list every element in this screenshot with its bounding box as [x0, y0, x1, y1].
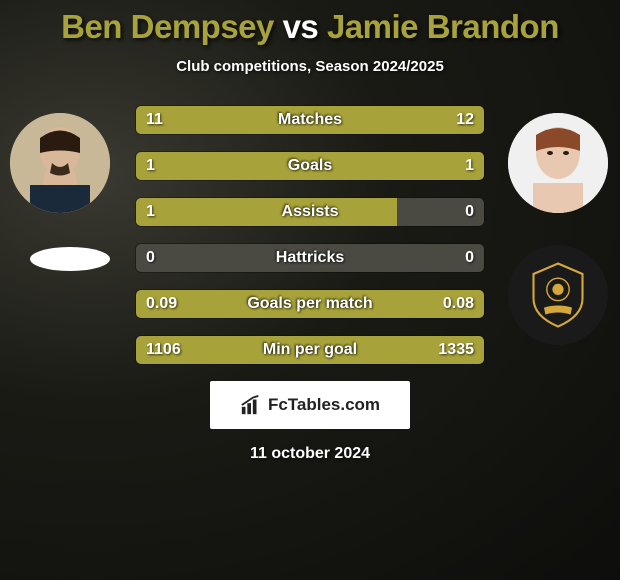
player1-avatar	[10, 113, 110, 213]
brand-text: FcTables.com	[268, 395, 380, 415]
chart-icon	[240, 394, 262, 416]
stat-value-left: 0.09	[146, 295, 177, 313]
main-container: Ben Dempsey vs Jamie Brandon Club compet…	[0, 0, 620, 580]
player2-name: Jamie Brandon	[327, 8, 559, 45]
stat-label: Assists	[282, 203, 339, 221]
stat-value-left: 0	[146, 249, 155, 267]
stat-bar: 0 0 Hattricks	[135, 243, 485, 273]
stat-label: Goals	[288, 157, 332, 175]
stat-value-left: 1	[146, 203, 155, 221]
vs-text: vs	[283, 8, 319, 45]
stat-bar: 1106 1335 Min per goal	[135, 335, 485, 365]
player2-club-badge	[508, 245, 608, 345]
bar-fill-right	[310, 152, 484, 180]
footer-date: 11 october 2024	[0, 445, 620, 463]
stat-value-right: 1335	[438, 341, 474, 359]
bar-fill-left	[136, 152, 310, 180]
stat-value-right: 12	[456, 111, 474, 129]
person-icon	[10, 113, 110, 213]
stat-value-right: 0.08	[443, 295, 474, 313]
player1-club-badge	[30, 247, 110, 271]
stat-bar: 1 0 Assists	[135, 197, 485, 227]
stat-bars: 1112Matches11Goals10Assists00Hattricks0.…	[135, 105, 485, 365]
stat-label: Min per goal	[263, 341, 357, 359]
stat-label: Hattricks	[276, 249, 344, 267]
comparison-title: Ben Dempsey vs Jamie Brandon	[0, 8, 620, 46]
stat-label: Goals per match	[247, 295, 372, 313]
stat-value-right: 0	[465, 203, 474, 221]
stat-value-left: 1106	[146, 341, 181, 359]
person-icon	[508, 113, 608, 213]
stat-label: Matches	[278, 111, 342, 129]
stat-value-left: 11	[146, 111, 163, 129]
stat-value-right: 0	[465, 249, 474, 267]
brand-badge: FcTables.com	[210, 381, 410, 429]
stat-value-right: 1	[465, 157, 474, 175]
player2-avatar	[508, 113, 608, 213]
shield-icon	[523, 260, 593, 330]
stat-bar: 0.09 0.08 Goals per match	[135, 289, 485, 319]
bar-fill-left	[136, 198, 397, 226]
player1-name: Ben Dempsey	[61, 8, 274, 45]
stat-value-left: 1	[146, 157, 155, 175]
stat-bar: 11 12 Matches	[135, 105, 485, 135]
stats-area: 1112Matches11Goals10Assists00Hattricks0.…	[0, 105, 620, 365]
stat-bar: 1 1 Goals	[135, 151, 485, 181]
subtitle: Club competitions, Season 2024/2025	[0, 58, 620, 75]
